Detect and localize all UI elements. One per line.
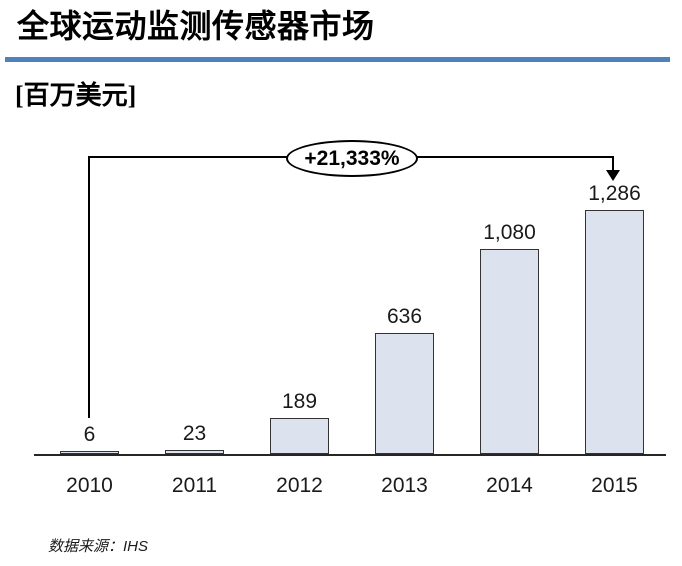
- bar-value-label: 1,080: [483, 221, 536, 244]
- bar: [375, 333, 434, 454]
- bracket-left-line: [88, 156, 90, 418]
- bar: [585, 210, 644, 454]
- page-title: 全球运动监测传感器市场: [17, 8, 375, 44]
- bar-value-label: 636: [386, 305, 423, 328]
- bar-value-label: 1,286: [588, 182, 641, 205]
- bar-value-label: 189: [281, 390, 318, 413]
- growth-callout-ellipse: +21,333%: [286, 140, 418, 177]
- bar: [60, 451, 119, 454]
- x-axis-tick-label: 2010: [66, 474, 113, 497]
- growth-percentage-label: +21,333%: [304, 146, 400, 170]
- bar: [165, 450, 224, 454]
- x-axis-tick-label: 2012: [276, 474, 323, 497]
- x-axis-tick-label: 2014: [486, 474, 533, 497]
- data-source-note: 数据来源：IHS: [48, 538, 149, 555]
- bar-value-label: 6: [83, 423, 96, 446]
- unit-label: [百万美元]: [15, 81, 137, 110]
- x-axis-tick-label: 2011: [171, 474, 218, 497]
- bar-value-label: 23: [182, 422, 207, 445]
- x-axis-line: [34, 454, 666, 456]
- arrow-down-icon: [606, 170, 620, 181]
- bar: [270, 418, 329, 454]
- bracket-arrow-line: [612, 156, 614, 171]
- x-axis-tick-label: 2013: [381, 474, 428, 497]
- x-axis-tick-label: 2015: [591, 474, 638, 497]
- bar: [480, 249, 539, 454]
- title-underline-rule: [5, 57, 670, 62]
